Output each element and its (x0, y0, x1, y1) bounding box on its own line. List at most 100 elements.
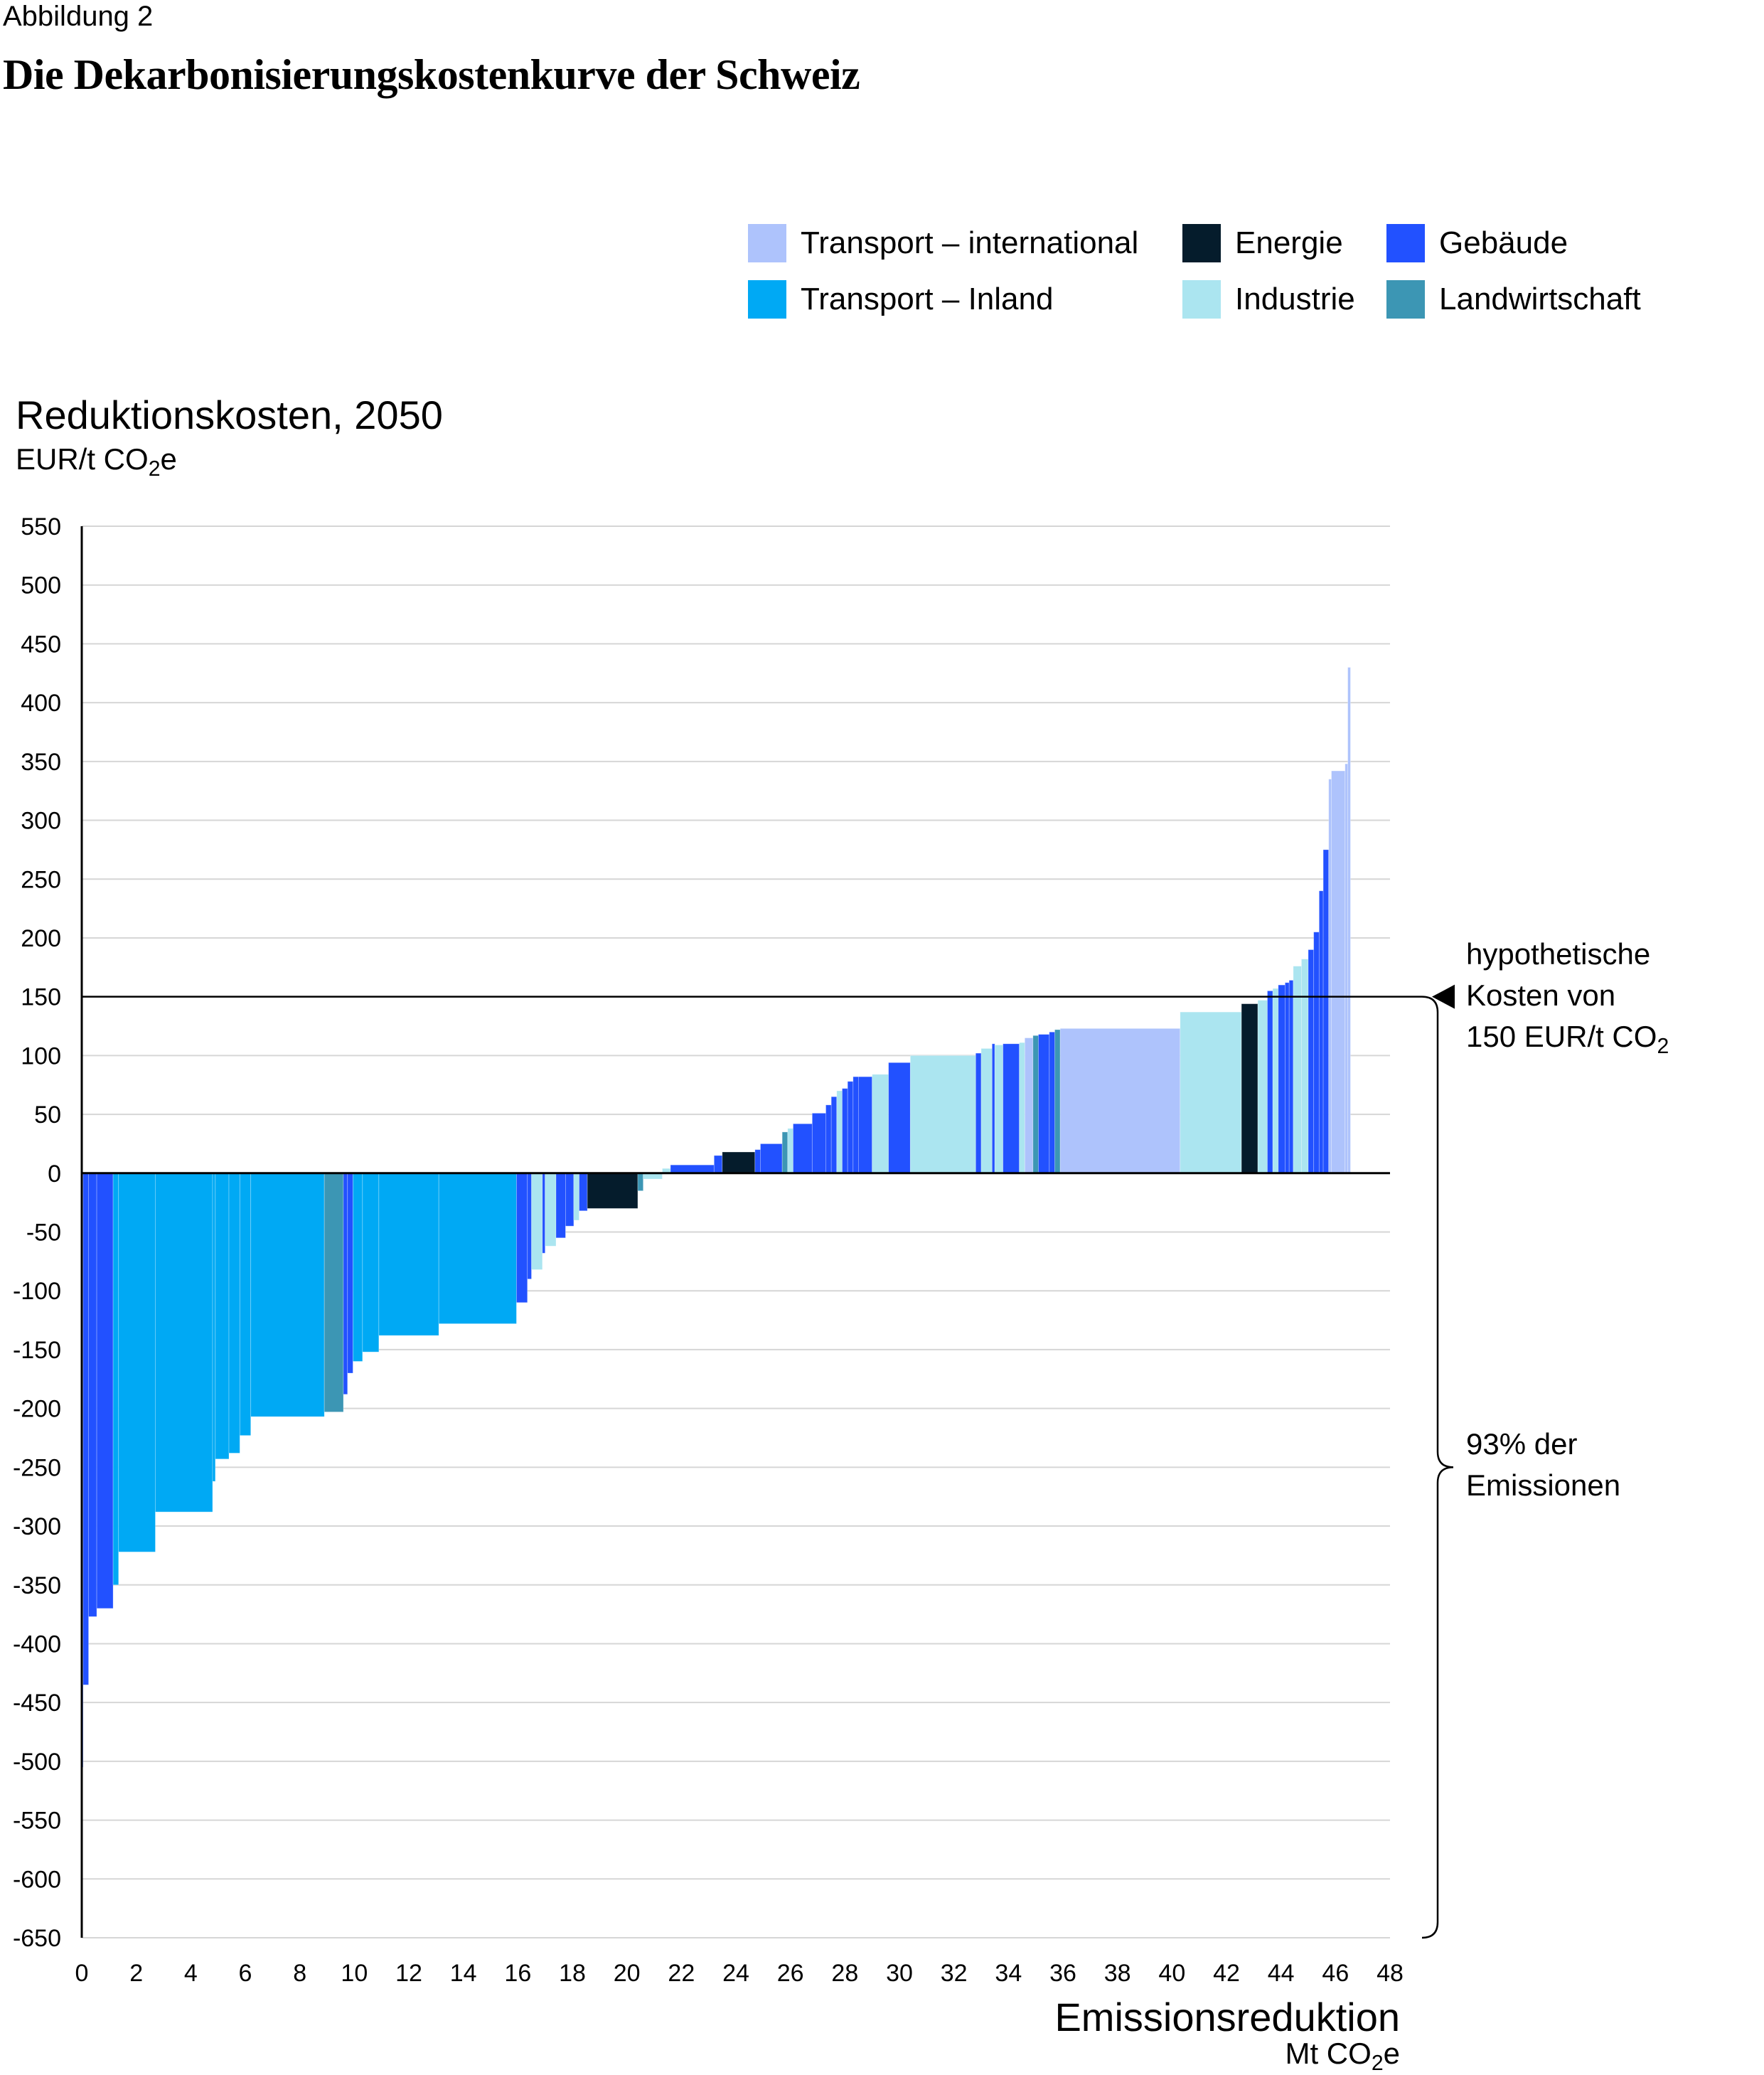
bar-segment (858, 1076, 873, 1174)
annotation-line: Kosten von (1466, 978, 1616, 1012)
legend-label: Industrie (1235, 282, 1355, 316)
bar-segment (975, 1052, 982, 1174)
bar-segment (378, 1173, 439, 1336)
bar-segment (888, 1062, 911, 1174)
figure-label: Abbildung 2 (3, 1, 154, 32)
bars (81, 667, 1351, 1768)
bar-segment (1049, 1031, 1055, 1174)
bar-segment (1003, 1043, 1020, 1174)
y-tick-label: 350 (21, 749, 61, 776)
bar-segment (1278, 984, 1285, 1174)
bar-segment (811, 1113, 826, 1174)
y-tick-label: 0 (48, 1161, 61, 1188)
y-tick-label: -650 (13, 1925, 61, 1952)
y-tick-label: 300 (21, 808, 61, 835)
x-tick-label: 22 (668, 1960, 695, 1987)
bar-segment (637, 1173, 644, 1192)
y-tick-label: -550 (13, 1808, 61, 1835)
x-tick-label: 30 (886, 1960, 913, 1987)
bar-segment (787, 1128, 793, 1174)
bar-segment (82, 1173, 89, 1685)
y-tick-label: -250 (13, 1454, 61, 1481)
legend-item-transport-international: Transport – international (748, 223, 1138, 263)
bar-segment (1272, 988, 1279, 1174)
bar-segment (852, 1076, 859, 1174)
legend-item-landwirtschaft: Landwirtschaft (1386, 279, 1641, 319)
y-tick-label: 50 (34, 1101, 61, 1129)
bar-segment (909, 1055, 976, 1174)
bar-segment (565, 1173, 574, 1227)
y-tick-label: -150 (13, 1337, 61, 1364)
bar-segment (872, 1074, 889, 1174)
bar-segment (994, 1045, 1004, 1174)
x-tick-label: 46 (1322, 1960, 1349, 1987)
bar-segment (573, 1173, 579, 1221)
bar-segment (1257, 1000, 1268, 1174)
y-tick-label: -400 (13, 1631, 61, 1658)
bar-segment (1313, 932, 1320, 1174)
axes: 550500450400350300250200150100500-50-100… (13, 513, 1404, 1987)
y-tick-label: -200 (13, 1396, 61, 1423)
bar-segment (781, 1131, 789, 1174)
x-tick-label: 36 (1049, 1960, 1076, 1987)
annotations (82, 984, 1455, 1939)
curly-brace-bracket (1421, 996, 1454, 1939)
bar-segment (847, 1081, 854, 1174)
y-tick-label: 250 (21, 866, 61, 893)
bar-segment (531, 1173, 543, 1270)
y-tick-label: -50 (26, 1220, 61, 1247)
x-axis-unit: Mt CO2e (1285, 2037, 1400, 2075)
bar-segment (842, 1088, 848, 1174)
x-tick-label: 18 (559, 1960, 586, 1987)
figure-title: Die Dekarbonisierungskostenkurve der Sch… (3, 51, 860, 98)
bar-segment (1180, 1011, 1242, 1174)
x-tick-label: 24 (722, 1960, 749, 1987)
bar-segment (579, 1173, 588, 1212)
y-axis-unit: EUR/t CO2e (16, 442, 177, 481)
bar-segment (212, 1173, 216, 1482)
legend-label: Transport – international (801, 225, 1139, 260)
y-tick-label: -450 (13, 1690, 61, 1717)
y-tick-label: -350 (13, 1572, 61, 1599)
legend-label: Gebäude (1439, 225, 1568, 260)
bar-segment (1301, 959, 1309, 1174)
bar-segment (1054, 1029, 1061, 1174)
y-tick-label: -300 (13, 1513, 61, 1540)
x-tick-label: 48 (1377, 1960, 1404, 1987)
bar-segment (1347, 667, 1351, 1174)
legend-swatch (1182, 280, 1221, 319)
bar-segment (250, 1173, 325, 1417)
x-tick-label: 4 (184, 1960, 198, 1987)
bar-segment (1308, 949, 1315, 1174)
annotation-line: 93% der (1466, 1427, 1578, 1461)
bar-segment (1241, 1003, 1258, 1174)
bar-segment (96, 1173, 114, 1609)
legend-swatch (1182, 224, 1221, 262)
bar-segment (239, 1173, 252, 1436)
bar-segment (1059, 1028, 1181, 1174)
y-tick-label: -100 (13, 1278, 61, 1305)
x-tick-label: 10 (341, 1960, 368, 1987)
bar-segment (112, 1173, 119, 1586)
legend-swatch (748, 280, 786, 319)
y-tick-label: 550 (21, 513, 61, 540)
bar-segment (228, 1173, 240, 1453)
y-tick-label: -500 (13, 1749, 61, 1776)
bar-segment (438, 1173, 517, 1324)
bar-segment (980, 1048, 993, 1174)
legend-item-gebaeude: Gebäude (1386, 223, 1568, 263)
bar-segment (118, 1173, 156, 1552)
bar-segment (555, 1173, 566, 1239)
bar-segment (1331, 770, 1346, 1174)
y-tick-label: 450 (21, 631, 61, 658)
bar-segment (1038, 1034, 1050, 1174)
x-tick-label: 26 (777, 1960, 804, 1987)
y-tick-label: 200 (21, 925, 61, 952)
bar-segment (754, 1149, 761, 1174)
x-tick-label: 34 (995, 1960, 1022, 1987)
legend-label: Transport – Inland (801, 282, 1054, 316)
x-tick-label: 0 (75, 1960, 89, 1987)
annotation-line: hypothetische (1466, 937, 1651, 971)
x-tick-label: 6 (239, 1960, 252, 1987)
